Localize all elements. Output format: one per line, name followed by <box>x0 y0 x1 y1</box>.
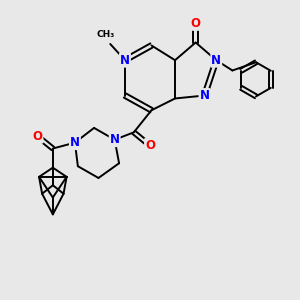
Text: O: O <box>145 139 155 152</box>
Text: O: O <box>190 17 201 30</box>
Text: N: N <box>120 54 130 67</box>
Text: N: N <box>70 136 80 149</box>
Text: N: N <box>200 89 209 102</box>
Text: N: N <box>211 54 221 67</box>
Text: CH₃: CH₃ <box>97 30 115 39</box>
Text: N: N <box>110 133 120 146</box>
Text: O: O <box>32 130 43 143</box>
